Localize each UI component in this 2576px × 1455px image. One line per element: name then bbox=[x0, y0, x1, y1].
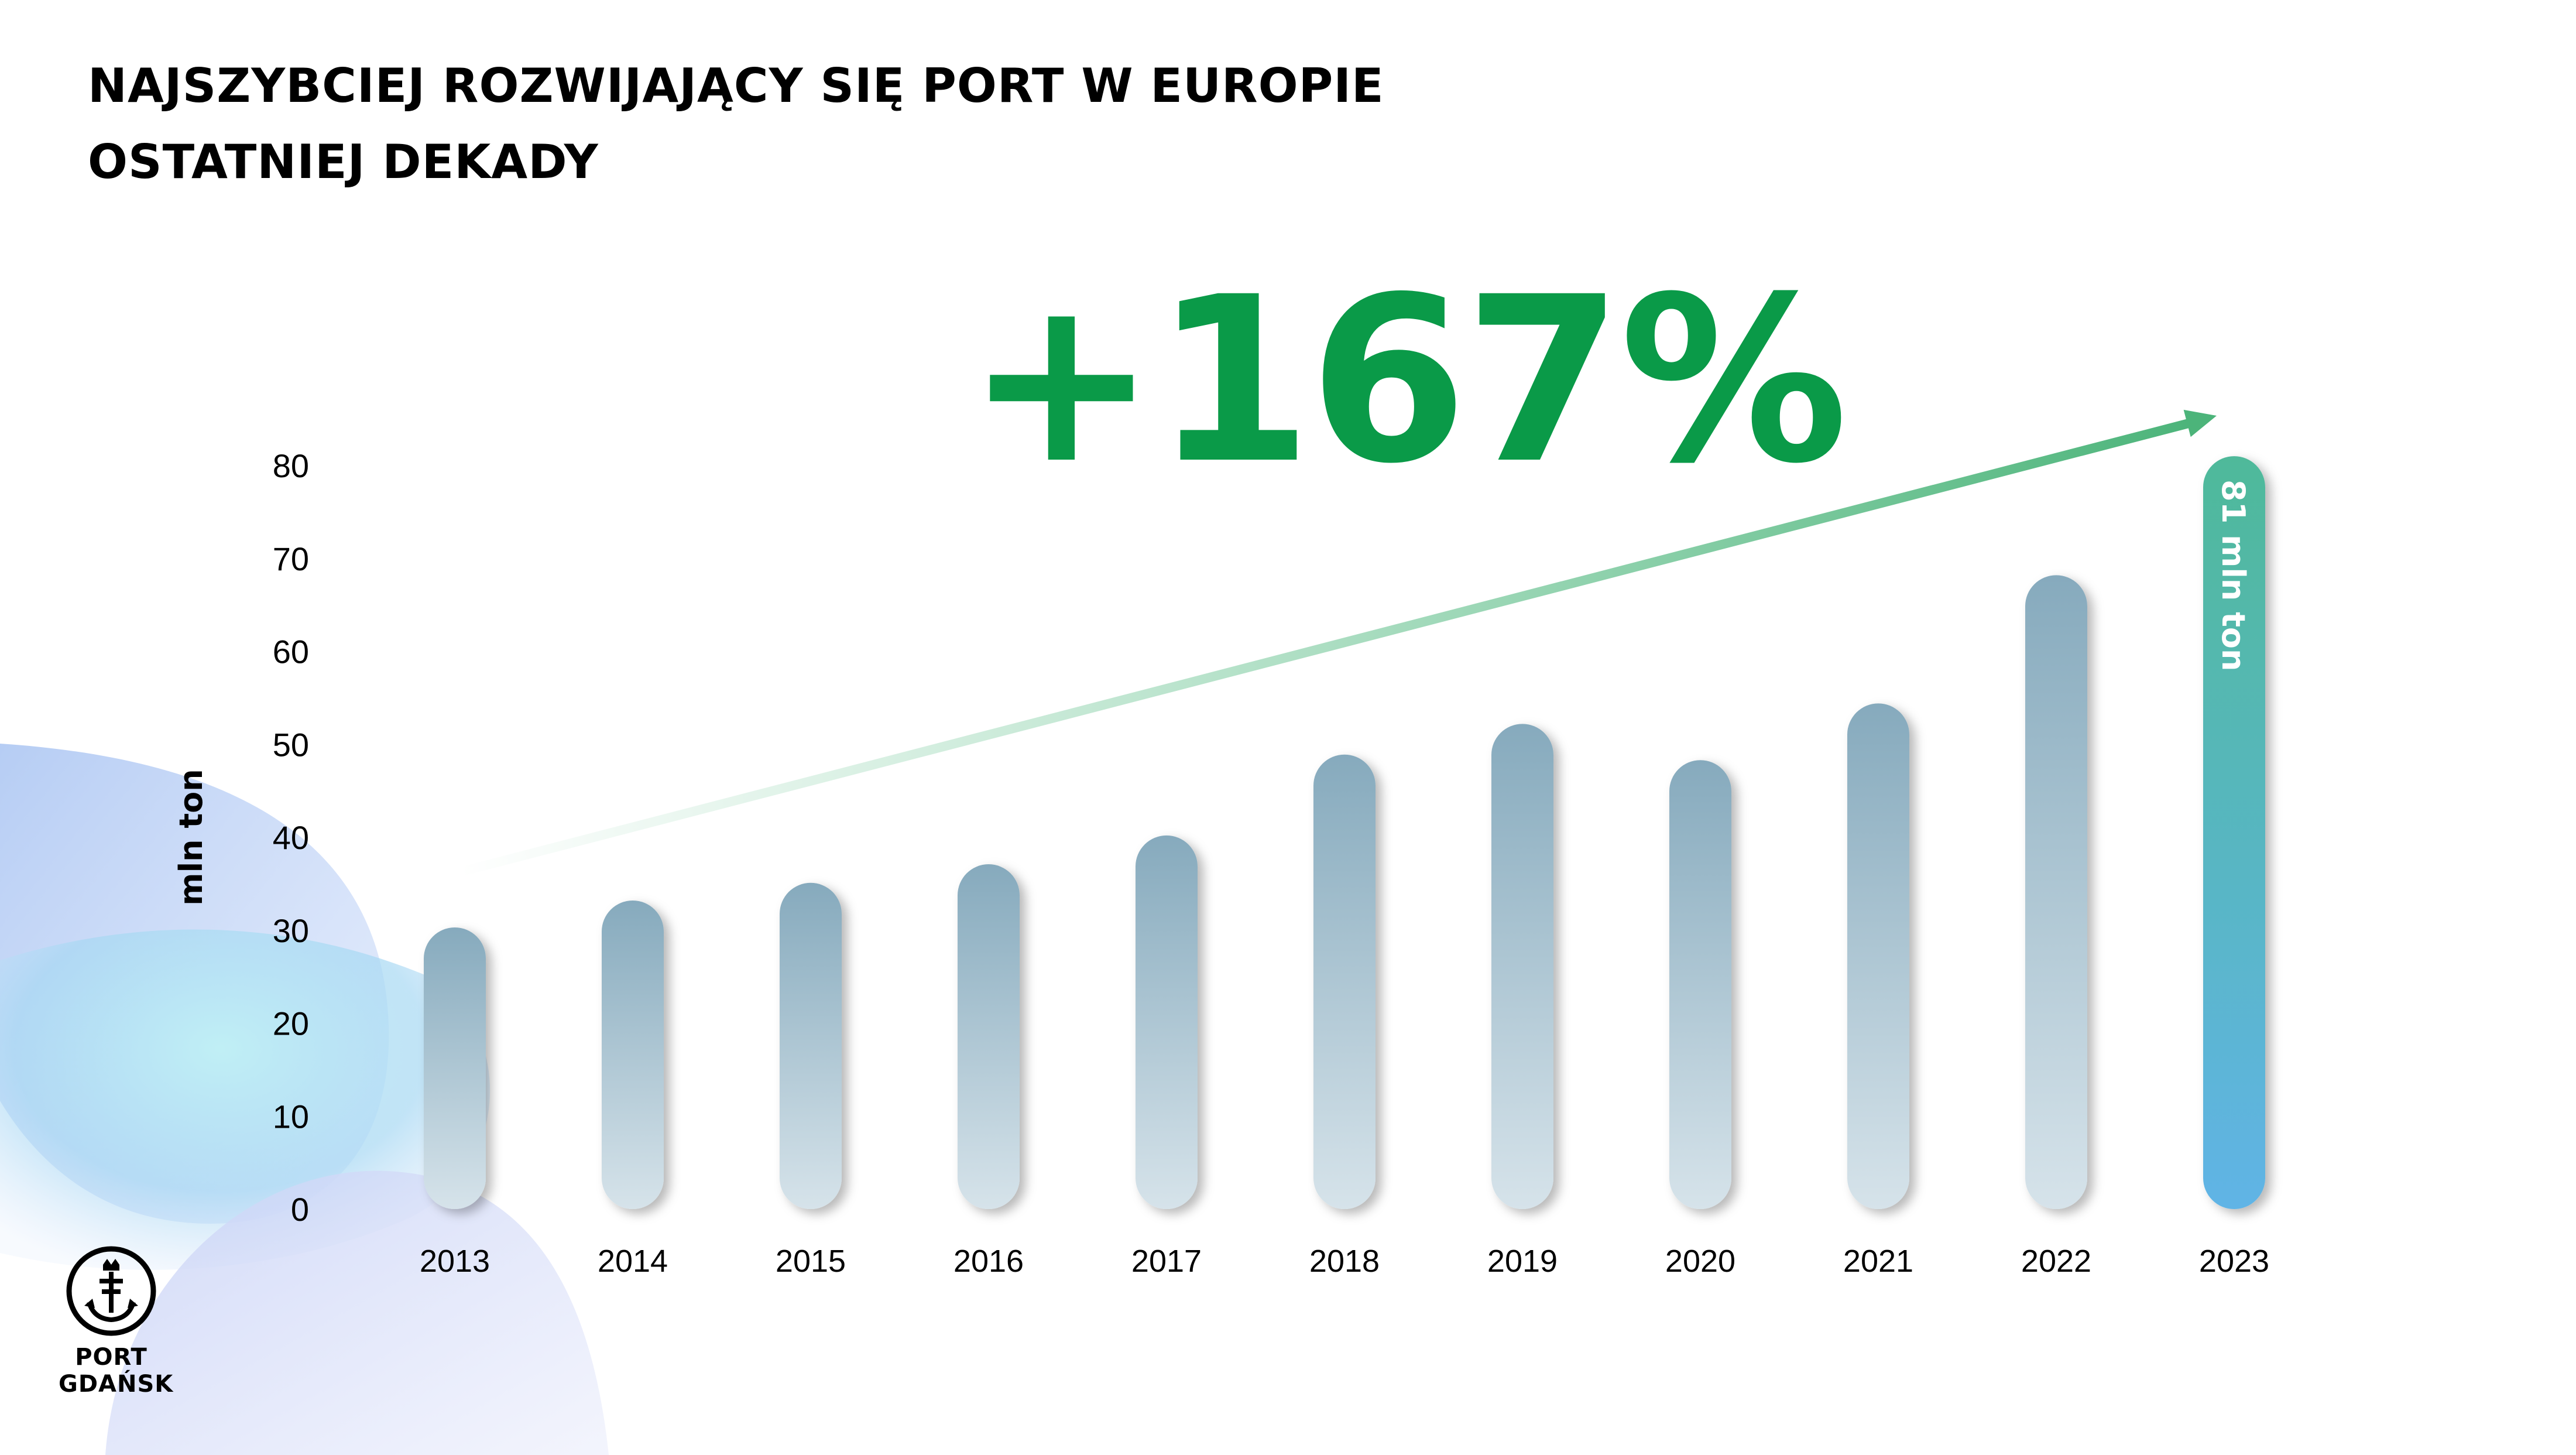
x-tick-label: 2016 bbox=[953, 1244, 1024, 1279]
port-gdansk-logo: PORT GDAŃSK bbox=[59, 1241, 174, 1398]
trend-arrow-head bbox=[2183, 409, 2217, 437]
bar-2023 bbox=[2203, 456, 2265, 1209]
bar-2019 bbox=[1491, 724, 1553, 1209]
x-tick-label: 2021 bbox=[1843, 1244, 1913, 1279]
y-tick-label: 0 bbox=[291, 1191, 309, 1228]
x-tick-label: 2015 bbox=[776, 1244, 846, 1279]
bar-2013 bbox=[424, 927, 486, 1209]
y-tick-label: 20 bbox=[273, 1005, 309, 1042]
bar-2017 bbox=[1136, 835, 1198, 1209]
trend-arrow-line bbox=[456, 417, 2198, 877]
y-tick-label: 40 bbox=[273, 819, 309, 856]
x-tick-label: 2014 bbox=[598, 1244, 668, 1279]
last-bar-value-label: 81 mln ton bbox=[2215, 480, 2252, 671]
anchor-crown-icon bbox=[66, 1246, 156, 1336]
bar-2018 bbox=[1313, 754, 1376, 1209]
y-tick-label: 80 bbox=[273, 447, 309, 484]
growth-headline: +167% bbox=[966, 248, 1848, 513]
title-line-2: OSTATNIEJ DEKADY bbox=[88, 135, 599, 189]
bar-2016 bbox=[958, 864, 1020, 1209]
bar-2022 bbox=[2025, 575, 2087, 1210]
y-tick-label: 30 bbox=[273, 912, 309, 949]
y-tick-label: 10 bbox=[273, 1098, 309, 1135]
logo-line-2: GDAŃSK bbox=[59, 1371, 174, 1398]
x-tick-label: 2017 bbox=[1131, 1244, 1202, 1279]
bar-2021 bbox=[1847, 703, 1909, 1209]
y-tick-label: 50 bbox=[273, 726, 309, 763]
title-line-1: NAJSZYBCIEJ ROZWIJAJĄCY SIĘ PORT W EUROP… bbox=[88, 59, 1384, 113]
page-title: NAJSZYBCIEJ ROZWIJAJĄCY SIĘ PORT W EUROP… bbox=[88, 48, 1384, 200]
bar-2014 bbox=[602, 900, 664, 1209]
x-tick-label: 2013 bbox=[420, 1244, 490, 1279]
bar-2015 bbox=[780, 882, 842, 1209]
y-axis-label: mln ton bbox=[173, 769, 210, 905]
y-tick-label: 60 bbox=[273, 634, 309, 670]
bar-2020 bbox=[1669, 760, 1731, 1209]
x-tick-label: 2022 bbox=[2021, 1244, 2091, 1279]
x-tick-label: 2018 bbox=[1309, 1244, 1380, 1279]
y-tick-label: 70 bbox=[273, 540, 309, 577]
x-tick-label: 2019 bbox=[1487, 1244, 1558, 1279]
logo-line-1: PORT bbox=[75, 1344, 148, 1371]
x-tick-label: 2020 bbox=[1665, 1244, 1735, 1279]
x-tick-label: 2023 bbox=[2199, 1244, 2269, 1279]
